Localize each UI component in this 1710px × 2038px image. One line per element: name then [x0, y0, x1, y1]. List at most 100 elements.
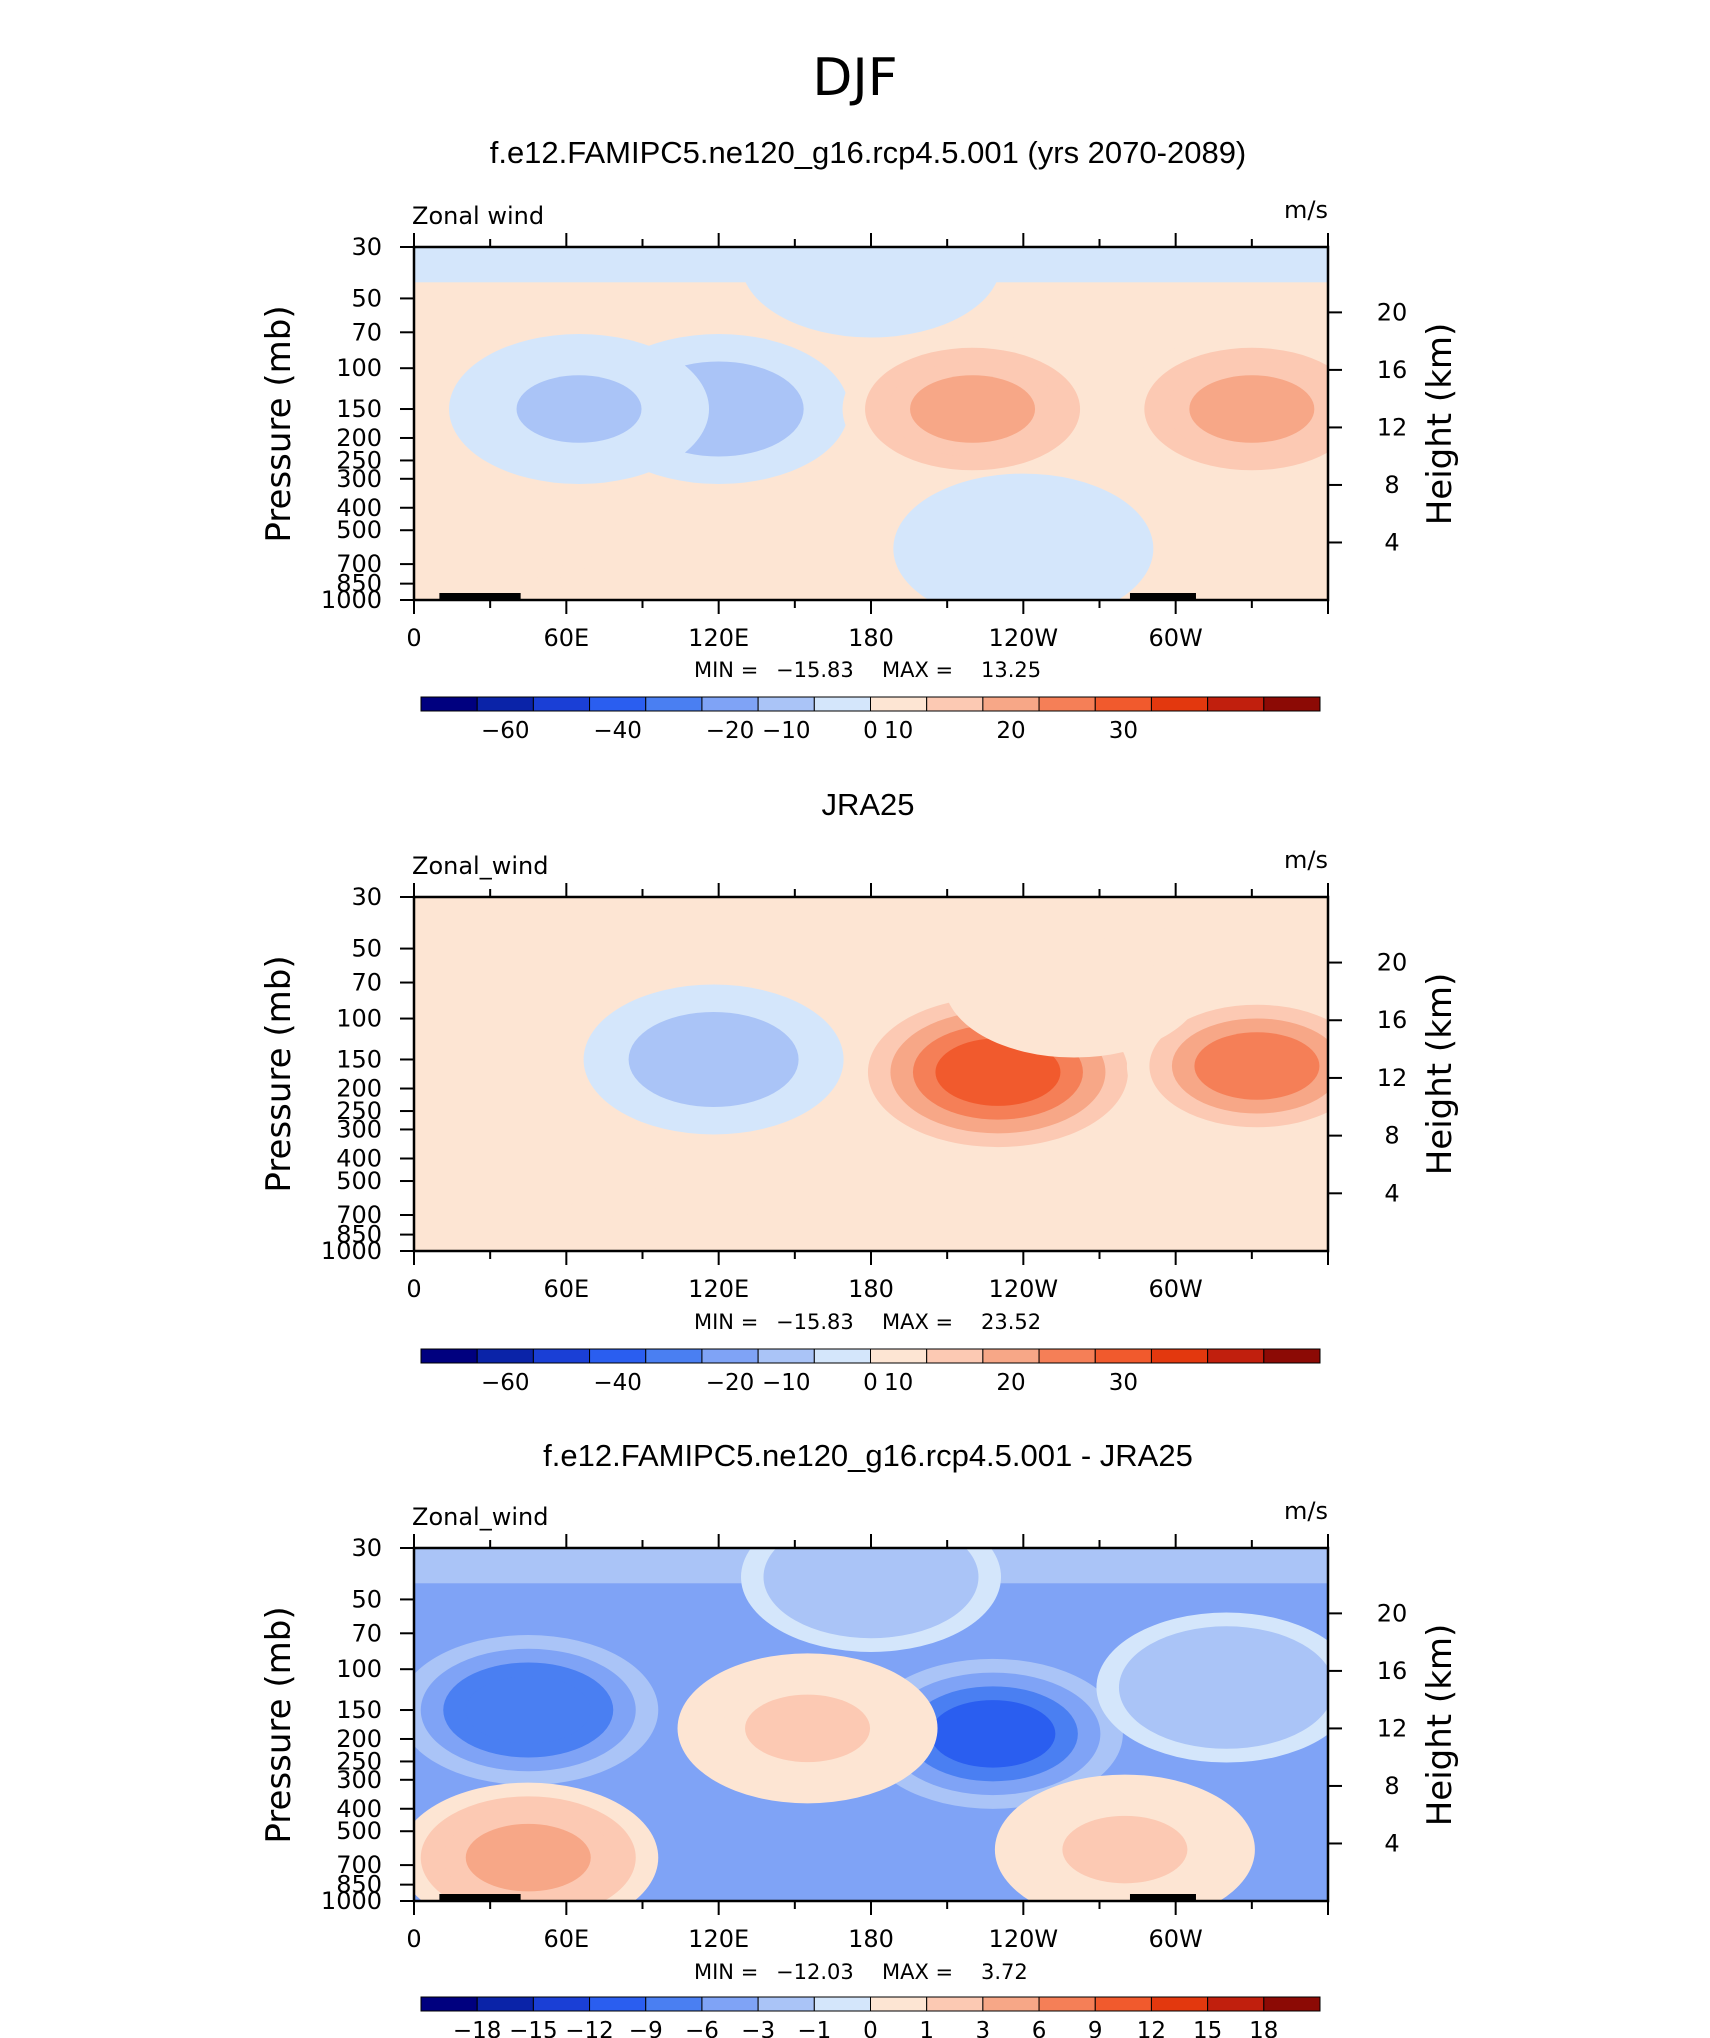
panel-3-ylabel-right: Height (km): [1420, 1624, 1460, 1827]
x-tick-label: 60E: [543, 624, 589, 652]
x-tick-label: 120W: [989, 624, 1059, 652]
colorbar-swatch: [813, 1348, 871, 1364]
panel-2-ylabel: Pressure (mb): [259, 955, 299, 1192]
colorbar-label: 30: [1109, 718, 1138, 744]
panel-2-colorbar: −60 −40 −20 −10 0 10 20 30: [420, 1348, 1321, 1396]
y-tick-label: 1000: [321, 1237, 382, 1265]
colorbar-swatch: [645, 1996, 703, 2012]
contour-level: [935, 1038, 1061, 1106]
y-tick-label: 500: [336, 516, 382, 544]
colorbar-label: −15: [509, 2018, 558, 2038]
y2-tick-label: 12: [1377, 413, 1408, 441]
colorbar-swatch: [476, 1996, 534, 2012]
colorbar-swatch: [1150, 696, 1209, 712]
colorbar-label: −20: [706, 718, 755, 744]
contour-field: [414, 897, 1328, 1251]
colorbar-label: 30: [1109, 1370, 1138, 1396]
y2-tick-label: 4: [1384, 1829, 1399, 1857]
panel-2-ylabel-right: Height (km): [1420, 973, 1460, 1176]
x-tick-label: 120W: [989, 1275, 1059, 1303]
contour-field: [414, 1548, 1328, 1901]
panel-1-max-label: MAX =: [882, 658, 953, 682]
colorbar-swatch: [532, 696, 591, 712]
colorbar-swatch: [926, 1996, 984, 2012]
y-tick-label: 700: [336, 1851, 382, 1879]
colorbar-label: −60: [481, 1370, 530, 1396]
colorbar-swatch: [870, 1996, 928, 2012]
colorbar-label: −6: [685, 2018, 719, 2038]
colorbar-swatch: [420, 1348, 478, 1364]
colorbar-label: −60: [481, 718, 530, 744]
panel-2-max-label: MAX =: [882, 1310, 953, 1334]
contour-level: [1062, 1815, 1188, 1884]
contour-level: [1189, 375, 1315, 443]
colorbar-swatch: [870, 1348, 928, 1364]
y-tick-label: 100: [336, 354, 382, 382]
y-tick-label: 400: [336, 1795, 382, 1823]
panel-3-min-label: MIN =: [694, 1960, 758, 1984]
colorbar-label: 10: [884, 1370, 913, 1396]
panel-1-title: f.e12.FAMIPC5.ne120_g16.rcp4.5.001 (yrs …: [490, 135, 1247, 170]
colorbar-label: −10: [762, 1370, 811, 1396]
colorbar-swatch: [982, 696, 1040, 712]
x-tick-label: 120E: [688, 1925, 749, 1953]
colorbar-swatch: [1263, 696, 1321, 712]
colorbar-label: 0: [863, 2018, 878, 2038]
y-tick-label: 50: [351, 935, 382, 963]
y2-tick-label: 16: [1377, 356, 1408, 384]
colorbar-swatch: [420, 1996, 478, 2012]
colorbar-label: 1: [919, 2018, 934, 2038]
y-tick-label: 50: [351, 1585, 382, 1613]
x-tick-label: 180: [848, 624, 894, 652]
contour-level: [465, 1823, 591, 1892]
panel-2-units: m/s: [1284, 846, 1328, 874]
y-tick-label: 100: [336, 1005, 382, 1033]
panel-3-max-value: 3.72: [981, 1960, 1028, 1984]
panel-2-min-value: −15.83: [776, 1310, 854, 1334]
land-bar: [439, 593, 521, 600]
panel-1: f.e12.FAMIPC5.ne120_g16.rcp4.5.001 (yrs …: [259, 135, 1460, 744]
colorbar-swatch: [1038, 1996, 1096, 2012]
colorbar-swatch: [926, 696, 984, 712]
panel-3-plot: 0 60E 120E 180 120W 60W3050701001502002503004…: [321, 1534, 1408, 1953]
colorbar-label: −10: [762, 718, 811, 744]
x-tick-label: 60E: [543, 1275, 589, 1303]
y2-tick-label: 8: [1384, 471, 1399, 499]
y2-tick-label: 20: [1377, 949, 1408, 977]
panel-3-ylabel: Pressure (mb): [259, 1606, 299, 1843]
contour-level: [516, 375, 642, 443]
colorbar-swatch: [1207, 1348, 1265, 1364]
colorbar-swatch: [757, 1996, 815, 2012]
colorbar-swatch: [1094, 1996, 1152, 2012]
x-tick-label: 60W: [1149, 1275, 1203, 1303]
contour-level: [745, 1694, 871, 1763]
contour-level: [1011, 948, 1137, 1017]
y2-tick-label: 16: [1377, 1006, 1408, 1034]
contour-field: [414, 247, 1328, 600]
panel-1-min-label: MIN =: [694, 658, 758, 682]
panel-2: JRA25 Zonal_wind m/s 0 60E 120E 180 120W 60W 3…: [259, 787, 1460, 1396]
panel-1-field-label: Zonal wind: [412, 202, 544, 230]
colorbar-label: −18: [453, 2018, 502, 2038]
colorbar-label: 10: [884, 718, 913, 744]
y-tick-label: 30: [351, 1534, 382, 1562]
contour-level: [808, 1548, 934, 1611]
colorbar-swatch: [982, 1996, 1040, 2012]
panel-1-max-value: 13.25: [981, 658, 1041, 682]
y-tick-label: 1000: [321, 1887, 382, 1915]
y2-tick-label: 12: [1377, 1714, 1408, 1742]
panel-1-ylabel: Pressure (mb): [259, 305, 299, 542]
figure-title: DJF: [812, 48, 897, 108]
y-tick-label: 300: [336, 1766, 382, 1794]
land-bar: [439, 1894, 521, 1901]
land-bar: [1129, 1894, 1196, 1901]
colorbar-swatch: [589, 696, 647, 712]
x-tick-label: 120W: [989, 1925, 1059, 1953]
y-tick-label: 50: [351, 284, 382, 312]
colorbar-label: 20: [996, 718, 1025, 744]
contour-level: [960, 514, 1086, 583]
panel-2-field-label: Zonal_wind: [412, 852, 548, 880]
colorbar-swatch: [1094, 1348, 1152, 1364]
colorbar-swatch: [701, 696, 759, 712]
